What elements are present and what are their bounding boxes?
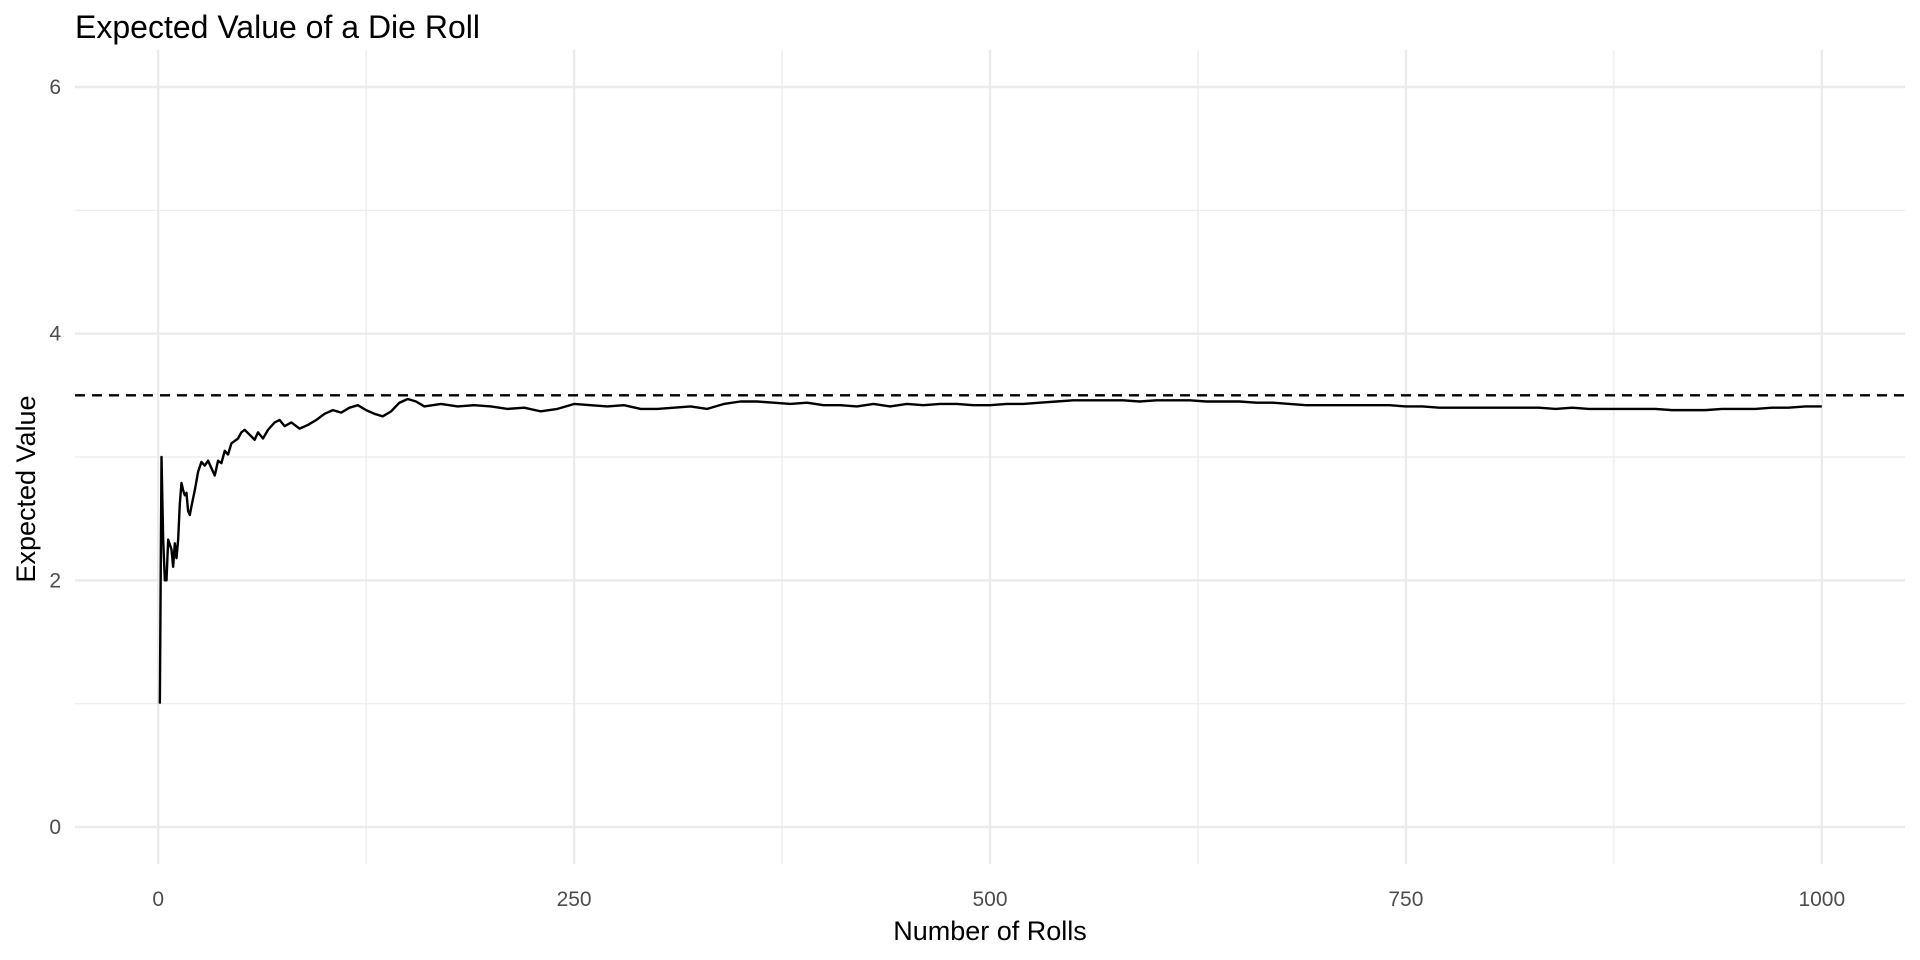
x-tick-label-1: 250	[557, 888, 592, 911]
chart-title: Expected Value of a Die Roll	[75, 9, 480, 45]
series-line-0	[158, 397, 1822, 704]
x-tick-label-0: 0	[152, 888, 164, 911]
x-tick-label-2: 500	[972, 888, 1007, 911]
y-tick-label-0: 0	[49, 816, 61, 839]
x-tick-label-4: 1000	[1798, 888, 1845, 911]
y-tick-label-1: 2	[49, 569, 61, 592]
x-tick-label-3: 750	[1388, 888, 1423, 911]
y-tick-label-3: 6	[49, 76, 61, 99]
y-tick-label-2: 4	[49, 323, 61, 346]
x-tick-labels: 0 250 500 750 1000	[152, 888, 1845, 911]
y-tick-labels: 0 2 4 6	[49, 76, 61, 839]
x-axis-title: Number of Rolls	[893, 916, 1087, 946]
y-axis-title: Expected Value	[11, 395, 41, 582]
series-layer	[158, 397, 1822, 704]
major-gridlines	[75, 50, 1905, 864]
